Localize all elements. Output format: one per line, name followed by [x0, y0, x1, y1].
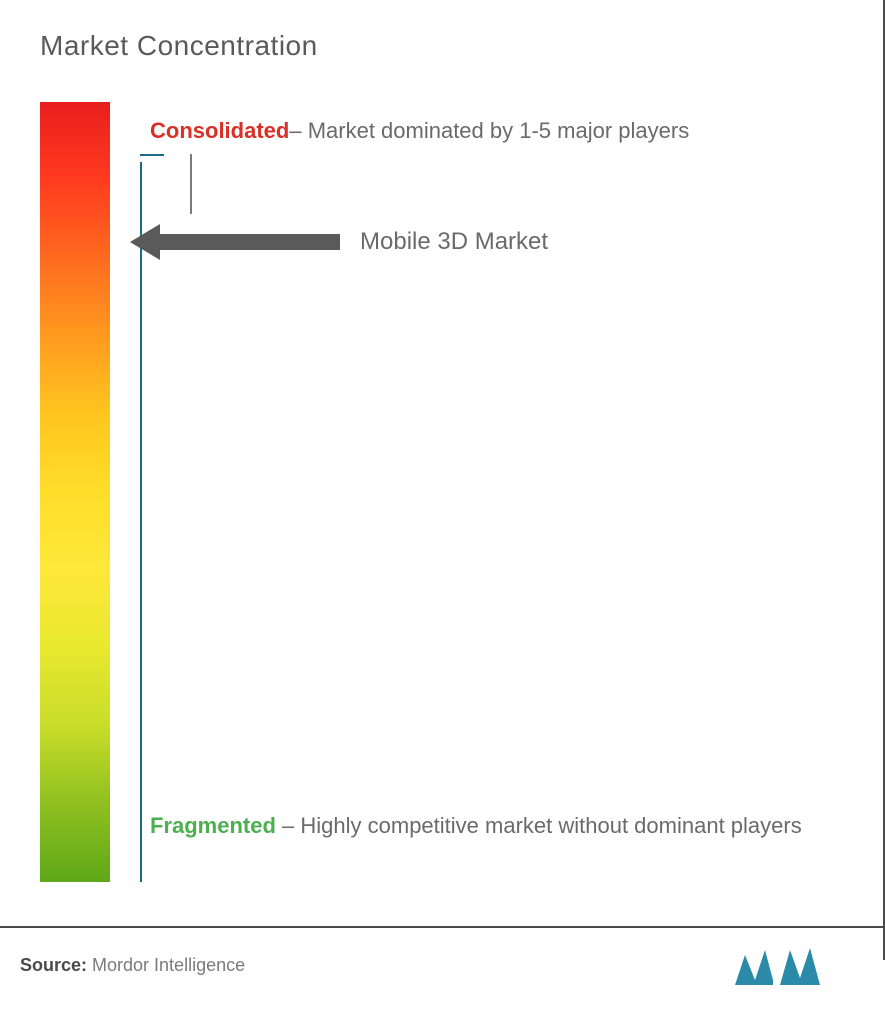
source-label: Source:: [20, 955, 87, 975]
fragmented-highlight: Fragmented: [150, 813, 276, 838]
tick-top: [140, 154, 164, 156]
content-area: Consolidated– Market dominated by 1-5 ma…: [40, 102, 845, 882]
connector-line: [140, 162, 142, 882]
tick-top-vertical: [190, 154, 192, 214]
fragmented-label: Fragmented – Highly competitive market w…: [150, 802, 802, 850]
page-title: Market Concentration: [40, 30, 845, 62]
consolidated-label: Consolidated– Market dominated by 1-5 ma…: [150, 107, 689, 155]
brand-logo-icon: [725, 940, 845, 990]
fragmented-text: – Highly competitive market without domi…: [276, 813, 802, 838]
consolidated-highlight: Consolidated: [150, 118, 289, 143]
arrow-container: Mobile 3D Market: [130, 222, 548, 262]
footer: Source: Mordor Intelligence: [0, 926, 885, 990]
gradient-bar: [40, 102, 110, 882]
arrow-icon: [130, 222, 340, 262]
consolidated-text: – Market dominated by 1-5 major players: [289, 118, 689, 143]
source-value: Mordor Intelligence: [87, 955, 245, 975]
arrow-label: Mobile 3D Market: [360, 228, 548, 256]
source-text: Source: Mordor Intelligence: [20, 955, 245, 976]
